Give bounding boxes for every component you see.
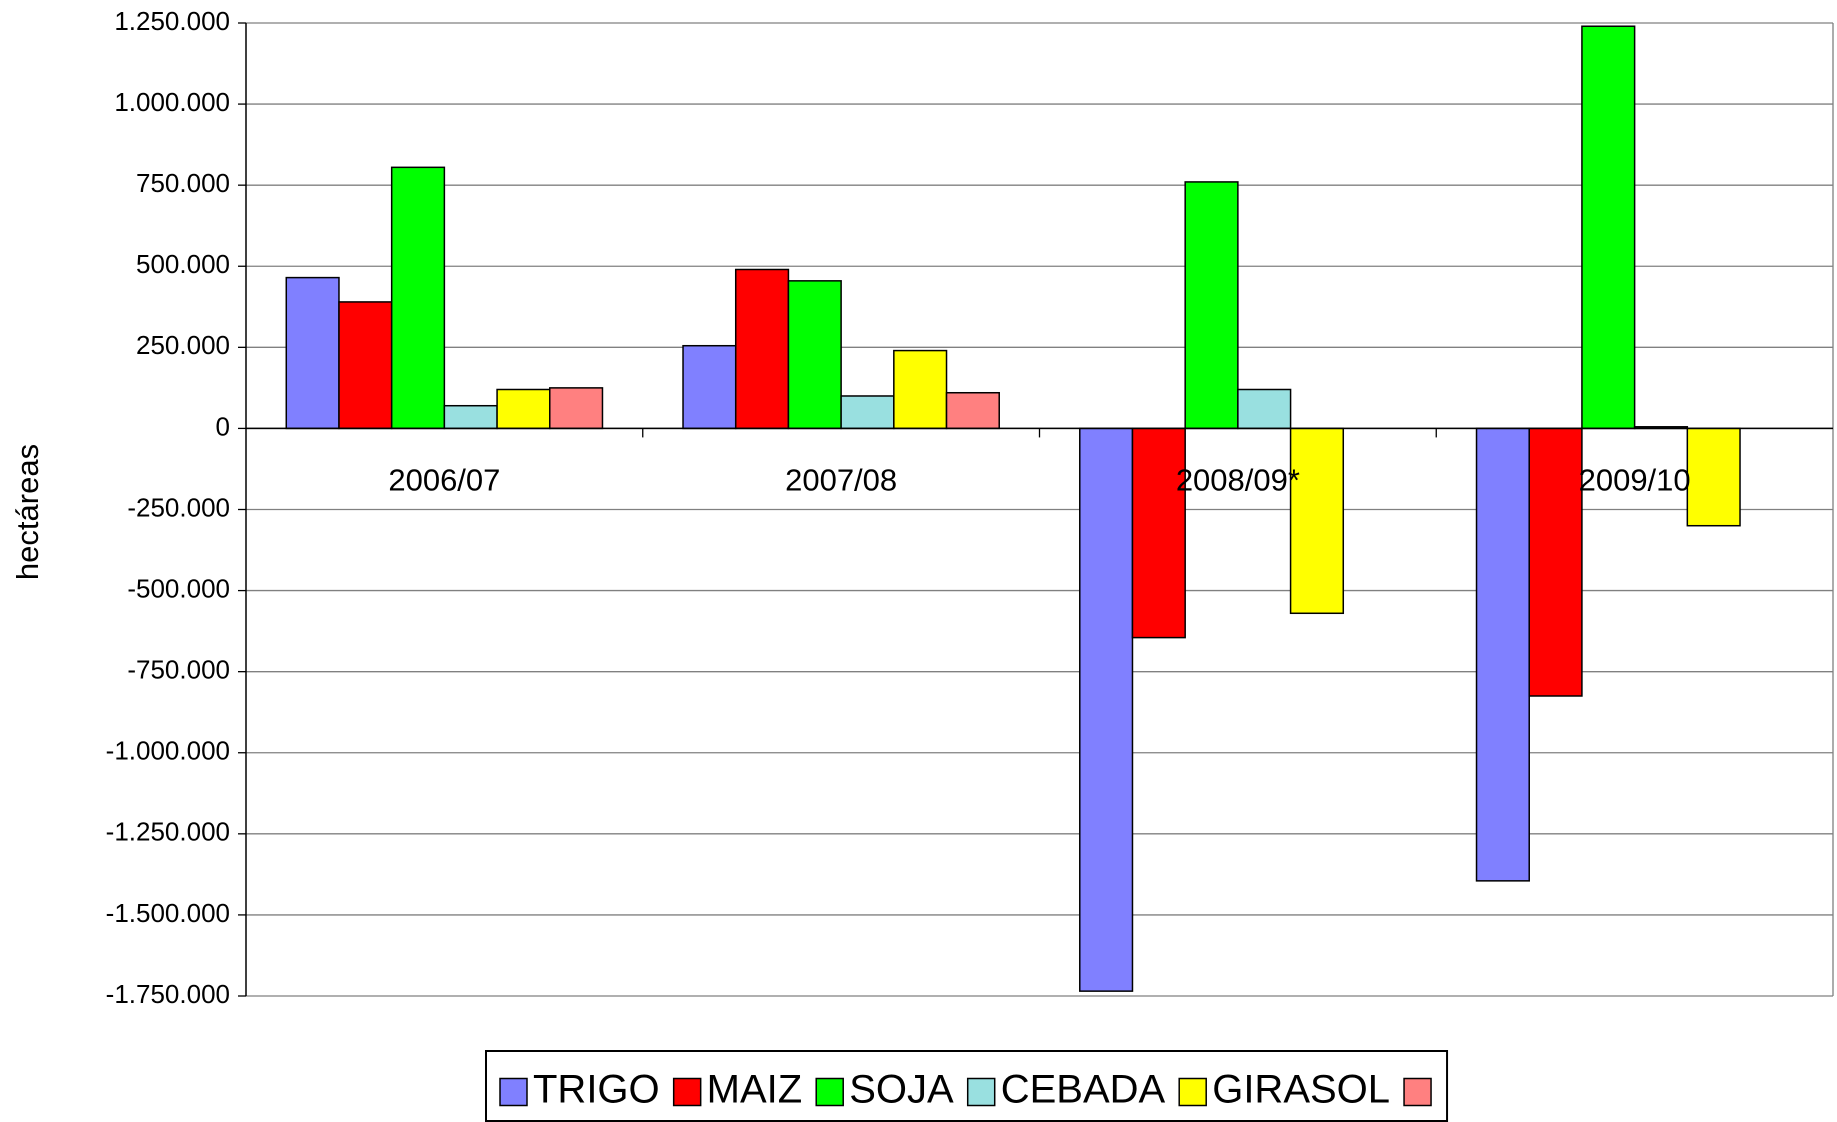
bar	[1237, 388, 1292, 430]
legend-swatch	[672, 1077, 702, 1107]
legend	[485, 1050, 1449, 1122]
bar	[496, 388, 551, 430]
x-tick-label: 2009/10	[1579, 463, 1691, 498]
y-tick-label: -1.000.000	[106, 736, 230, 766]
bar	[840, 395, 895, 430]
y-axis-label: hectáreas	[10, 444, 45, 580]
y-tick-label: -1.250.000	[106, 817, 230, 847]
legend-swatch	[815, 1077, 844, 1107]
bar	[1581, 25, 1636, 430]
bar	[1528, 427, 1583, 697]
x-tick-label: 2006/07	[388, 463, 500, 498]
legend-swatch	[499, 1077, 528, 1107]
legend-swatch	[966, 1077, 996, 1107]
y-tick-label: -250.000	[127, 492, 230, 522]
legend-swatch	[1178, 1077, 1207, 1107]
y-tick-label: 750.000	[136, 168, 230, 198]
bar	[390, 166, 446, 430]
bar	[1079, 427, 1134, 992]
y-tick-label: -500.000	[127, 573, 230, 603]
legend-swatch	[1403, 1077, 1432, 1107]
y-tick-label: 0	[216, 411, 230, 441]
y-tick-label: -1.500.000	[106, 898, 230, 928]
bar	[787, 280, 842, 430]
bar	[1475, 427, 1530, 882]
bar	[893, 349, 948, 430]
bar	[1686, 427, 1741, 527]
bar	[682, 344, 737, 430]
y-tick-label: -1.750.000	[106, 979, 230, 1009]
x-tick-label: 2008/09*	[1176, 463, 1300, 498]
y-tick-label: 1.000.000	[114, 87, 230, 117]
x-tick-label: 2007/08	[785, 463, 897, 498]
legend-label: CEBADA	[1001, 1068, 1166, 1112]
legend-label: TRIGO	[533, 1068, 660, 1112]
y-tick-label: -750.000	[127, 655, 230, 685]
y-tick-label: 250.000	[136, 330, 230, 360]
bar	[285, 276, 340, 430]
legend-label: MAIZ	[707, 1068, 803, 1112]
bar	[734, 268, 790, 430]
bar	[549, 387, 604, 430]
y-tick-label: 1.250.000	[114, 6, 230, 36]
bar	[1131, 427, 1186, 639]
legend-label: SOJA	[849, 1068, 954, 1112]
bar	[1289, 427, 1345, 615]
legend-label: GIRASOL	[1212, 1068, 1390, 1112]
bar	[443, 404, 498, 430]
bar	[945, 391, 1000, 430]
y-tick-label: 500.000	[136, 249, 230, 279]
bar	[338, 301, 393, 430]
bar	[1184, 181, 1239, 430]
